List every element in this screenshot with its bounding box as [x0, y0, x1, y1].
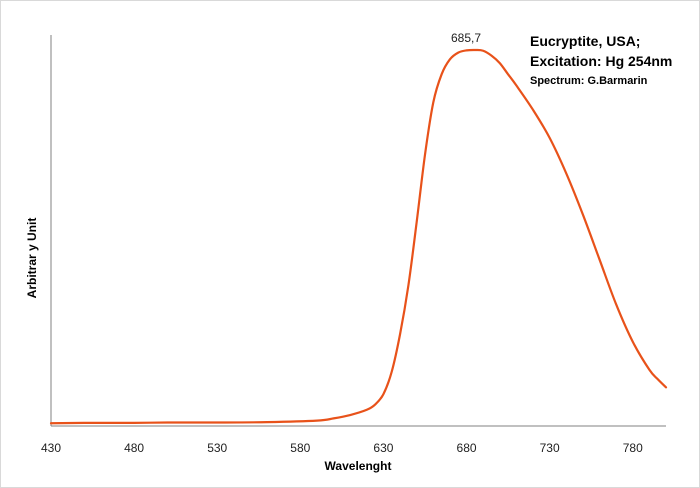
- x-tick-label: 530: [207, 441, 227, 455]
- x-tick-label: 730: [540, 441, 560, 455]
- x-tick-label: 480: [124, 441, 144, 455]
- chart-title-line-1: Eucryptite, USA;: [530, 33, 640, 49]
- y-axis-title: Arbitrar y Unit: [25, 218, 39, 299]
- chart-title-line-2: Excitation: Hg 254nm: [530, 53, 672, 69]
- x-axis-title: Wavelenght: [325, 459, 392, 473]
- x-tick-label: 680: [457, 441, 477, 455]
- x-tick-label: 780: [623, 441, 643, 455]
- x-ticks: 430 480 530 580 630 680 730 780: [41, 441, 643, 455]
- spectrum-credit: Spectrum: G.Barmarin: [530, 75, 648, 87]
- x-tick-label: 430: [41, 441, 61, 455]
- peak-label: 685,7: [451, 31, 481, 45]
- x-tick-label: 630: [373, 441, 393, 455]
- x-tick-label: 580: [290, 441, 310, 455]
- spectrum-line: [49, 48, 668, 425]
